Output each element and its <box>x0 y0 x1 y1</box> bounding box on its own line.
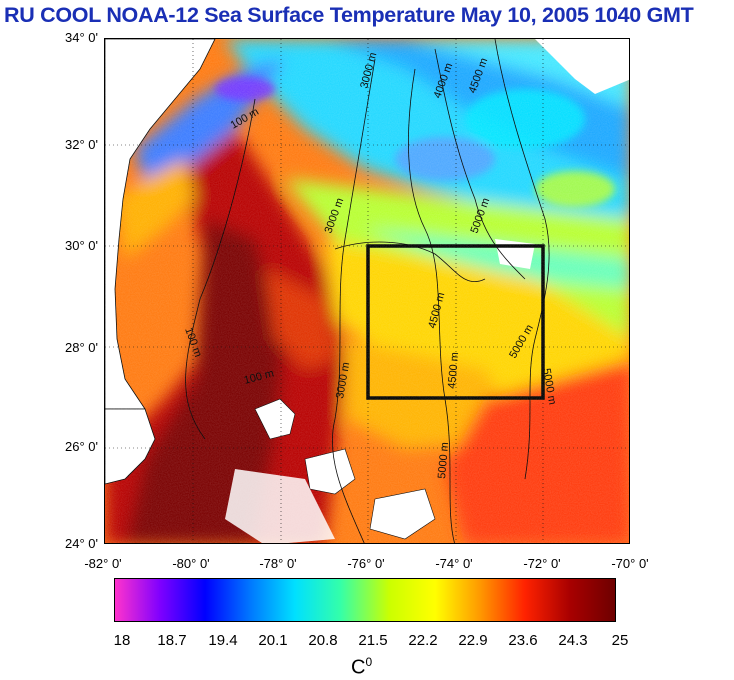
map-title: RU COOL NOAA-12 Sea Surface Temperature … <box>4 3 694 27</box>
colorbar-tick: 21.5 <box>358 632 388 649</box>
temperature-colorbar <box>114 578 616 622</box>
colorbar-unit: C0 <box>351 655 372 680</box>
sst-map-image: 100 m 3000 m 4000 m 4500 m 3000 m 5000 m… <box>105 39 629 543</box>
colorbar-tick: 23.6 <box>508 632 538 649</box>
lon-tick-label: -70° 0' <box>611 556 649 571</box>
lon-tick-label: -80° 0' <box>172 556 210 571</box>
lat-tick-label: 24° 0' <box>65 536 98 551</box>
lat-tick-label: 34° 0' <box>65 30 98 45</box>
colorbar-tick: 20.1 <box>258 632 288 649</box>
colorbar-tick: 20.8 <box>308 632 338 649</box>
lat-tick-label: 26° 0' <box>65 439 98 454</box>
colorbar-tick: 22.9 <box>458 632 488 649</box>
texture-overlay <box>105 39 629 543</box>
lon-tick-label: -82° 0' <box>84 556 122 571</box>
sst-map[interactable]: 100 m 3000 m 4000 m 4500 m 3000 m 5000 m… <box>104 38 630 544</box>
colorbar-tick: 19.4 <box>208 632 238 649</box>
lon-tick-label: -74° 0' <box>435 556 473 571</box>
lon-tick-label: -72° 0' <box>523 556 561 571</box>
lon-tick-label: -78° 0' <box>259 556 297 571</box>
colorbar-tick: 18.7 <box>157 632 187 649</box>
colorbar-tick: 22.2 <box>408 632 438 649</box>
unit-superscript: 0 <box>365 655 373 669</box>
colorbar-tick: 18 <box>113 632 131 649</box>
lon-tick-label: -76° 0' <box>347 556 385 571</box>
lat-tick-label: 32° 0' <box>65 137 98 152</box>
lat-tick-label: 30° 0' <box>65 238 98 253</box>
colorbar-tick: 24.3 <box>558 632 588 649</box>
lat-tick-label: 28° 0' <box>65 340 98 355</box>
unit-label: C <box>351 656 366 679</box>
colorbar-tick: 25 <box>611 632 629 649</box>
